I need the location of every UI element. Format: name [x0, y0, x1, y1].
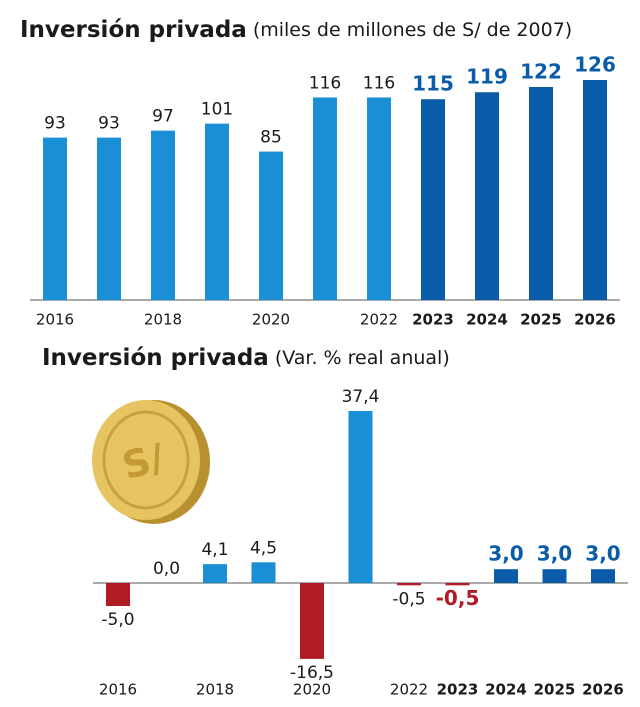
bar [348, 411, 373, 583]
x-tick-label: 2026 [574, 311, 616, 329]
subtitle: (miles de millones de S/ de 2007) [253, 19, 572, 41]
bar [106, 583, 130, 606]
chart-title: Inversión privada (Var. % real anual) [42, 345, 450, 371]
x-tick-label: 2025 [520, 311, 562, 329]
bar [421, 99, 445, 300]
bar [367, 97, 391, 300]
value-label: 97 [152, 107, 174, 127]
x-tick-label: 2016 [36, 311, 74, 329]
value-label: 115 [412, 72, 454, 96]
bar [205, 123, 229, 301]
title-text: Inversión privada [42, 345, 269, 371]
bar [591, 569, 615, 583]
value-label: 116 [309, 73, 341, 93]
title-text: Inversión privada [20, 17, 247, 43]
value-label: 116 [363, 73, 395, 93]
value-label: -0,5 [392, 589, 425, 609]
value-label: 4,5 [250, 538, 277, 558]
x-tick-label: 2016 [99, 681, 137, 699]
value-label: 85 [260, 128, 282, 148]
bar [300, 583, 324, 659]
subtitle: (Var. % real anual) [275, 347, 450, 369]
value-label: 0,0 [153, 559, 180, 579]
bar [542, 569, 567, 583]
value-label: 93 [98, 114, 120, 134]
value-label: 126 [574, 53, 616, 77]
value-label: -5,0 [101, 610, 134, 630]
x-tick-label: 2018 [144, 311, 182, 329]
x-tick-label: 2025 [534, 681, 576, 699]
bar [494, 569, 518, 583]
x-tick-label: 2023 [437, 681, 479, 699]
value-label: 3,0 [585, 542, 620, 566]
x-tick-label: 2023 [412, 311, 454, 329]
x-tick-label: 2026 [582, 681, 624, 699]
bar [97, 137, 121, 300]
bar [397, 583, 421, 586]
bar [475, 92, 499, 300]
bar [151, 130, 175, 300]
bar [251, 562, 276, 583]
x-tick-label: 2022 [390, 681, 428, 699]
bar [259, 151, 283, 300]
x-tick-label: 2024 [466, 311, 508, 329]
value-label: 3,0 [488, 542, 523, 566]
x-tick-label: 2020 [293, 681, 331, 699]
value-label: 119 [466, 65, 508, 89]
value-label: 101 [201, 100, 233, 120]
value-label: -0,5 [436, 586, 480, 610]
value-label: 37,4 [342, 387, 380, 407]
bar [583, 80, 607, 300]
bar [43, 137, 67, 300]
x-tick-label: 2020 [252, 311, 290, 329]
x-tick-label: 2024 [485, 681, 527, 699]
x-tick-label: 2022 [360, 311, 398, 329]
x-tick-label: 2018 [196, 681, 234, 699]
value-label: 122 [520, 59, 562, 83]
coin-face [92, 400, 200, 520]
value-label: 4,1 [201, 540, 228, 560]
chart-title: Inversión privada (miles de millones de S… [20, 17, 572, 43]
coin: S/ [92, 400, 210, 524]
bar [445, 583, 470, 586]
value-label: 93 [44, 114, 66, 134]
bar [529, 86, 553, 300]
bar [313, 97, 337, 300]
value-label: 3,0 [537, 542, 572, 566]
value-label: -16,5 [290, 663, 334, 683]
bar [203, 564, 227, 583]
coin-rim [102, 410, 190, 510]
